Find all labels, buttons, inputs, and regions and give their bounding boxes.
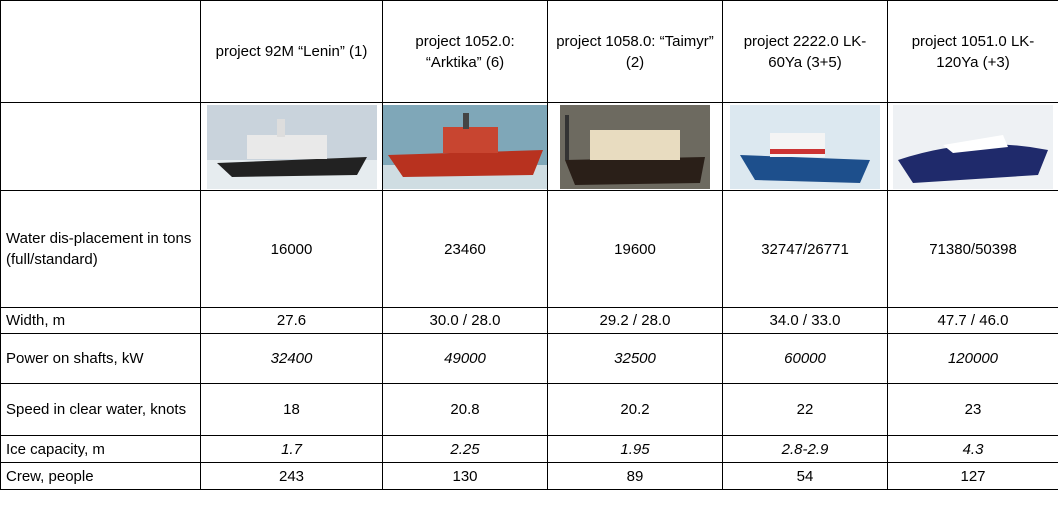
value-cell: 32500 bbox=[548, 334, 723, 384]
photo-cell bbox=[201, 103, 383, 191]
header-row: project 92M “Lenin” (1)project 1052.0: “… bbox=[1, 1, 1058, 103]
value-cell: 16000 bbox=[201, 191, 383, 308]
photo-cell bbox=[548, 103, 723, 191]
photo-cell bbox=[888, 103, 1058, 191]
column-header: project 2222.0 LK-60Ya (3+5) bbox=[723, 1, 888, 103]
ship-photo bbox=[560, 105, 710, 189]
column-header: project 1058.0: “Taimyr” (2) bbox=[548, 1, 723, 103]
value-cell: 20.2 bbox=[548, 384, 723, 436]
photo-cell bbox=[383, 103, 548, 191]
value-cell: 47.7 / 46.0 bbox=[888, 308, 1058, 334]
row-label: Speed in clear water, knots bbox=[1, 384, 201, 436]
value-cell: 23460 bbox=[383, 191, 548, 308]
value-cell: 127 bbox=[888, 463, 1058, 490]
value-cell: 1.95 bbox=[548, 436, 723, 463]
value-cell: 2.8-2.9 bbox=[723, 436, 888, 463]
value-cell: 120000 bbox=[888, 334, 1058, 384]
column-header: project 92M “Lenin” (1) bbox=[201, 1, 383, 103]
value-cell: 23 bbox=[888, 384, 1058, 436]
column-header: project 1051.0 LK-120Ya (+3) bbox=[888, 1, 1058, 103]
ship-photo bbox=[383, 105, 548, 189]
value-cell: 20.8 bbox=[383, 384, 548, 436]
value-cell: 60000 bbox=[723, 334, 888, 384]
corner-cell bbox=[1, 1, 201, 103]
photo-cell bbox=[723, 103, 888, 191]
row-label: Water dis-placement in tons (full/standa… bbox=[1, 191, 201, 308]
corner-cell bbox=[1, 103, 201, 191]
value-cell: 1.7 bbox=[201, 436, 383, 463]
value-cell: 18 bbox=[201, 384, 383, 436]
comparison-table: project 92M “Lenin” (1)project 1052.0: “… bbox=[0, 0, 1058, 490]
value-cell: 49000 bbox=[383, 334, 548, 384]
value-cell: 30.0 / 28.0 bbox=[383, 308, 548, 334]
value-cell: 19600 bbox=[548, 191, 723, 308]
value-cell: 27.6 bbox=[201, 308, 383, 334]
value-cell: 29.2 / 28.0 bbox=[548, 308, 723, 334]
ship-photo bbox=[730, 105, 880, 189]
value-cell: 71380/50398 bbox=[888, 191, 1058, 308]
row-label: Power on shafts, kW bbox=[1, 334, 201, 384]
ship-photo bbox=[893, 105, 1053, 189]
row-label: Width, m bbox=[1, 308, 201, 334]
value-cell: 22 bbox=[723, 384, 888, 436]
row-label: Ice capacity, m bbox=[1, 436, 201, 463]
data-row: Water dis-placement in tons (full/standa… bbox=[1, 191, 1058, 308]
value-cell: 32747/26771 bbox=[723, 191, 888, 308]
ship-photo bbox=[207, 105, 377, 189]
value-cell: 54 bbox=[723, 463, 888, 490]
page: project 92M “Lenin” (1)project 1052.0: “… bbox=[0, 0, 1058, 490]
column-header: project 1052.0: “Arktika” (6) bbox=[383, 1, 548, 103]
value-cell: 2.25 bbox=[383, 436, 548, 463]
photo-row bbox=[1, 103, 1058, 191]
value-cell: 130 bbox=[383, 463, 548, 490]
value-cell: 243 bbox=[201, 463, 383, 490]
value-cell: 34.0 / 33.0 bbox=[723, 308, 888, 334]
value-cell: 89 bbox=[548, 463, 723, 490]
row-label: Crew, people bbox=[1, 463, 201, 490]
value-cell: 4.3 bbox=[888, 436, 1058, 463]
value-cell: 32400 bbox=[201, 334, 383, 384]
